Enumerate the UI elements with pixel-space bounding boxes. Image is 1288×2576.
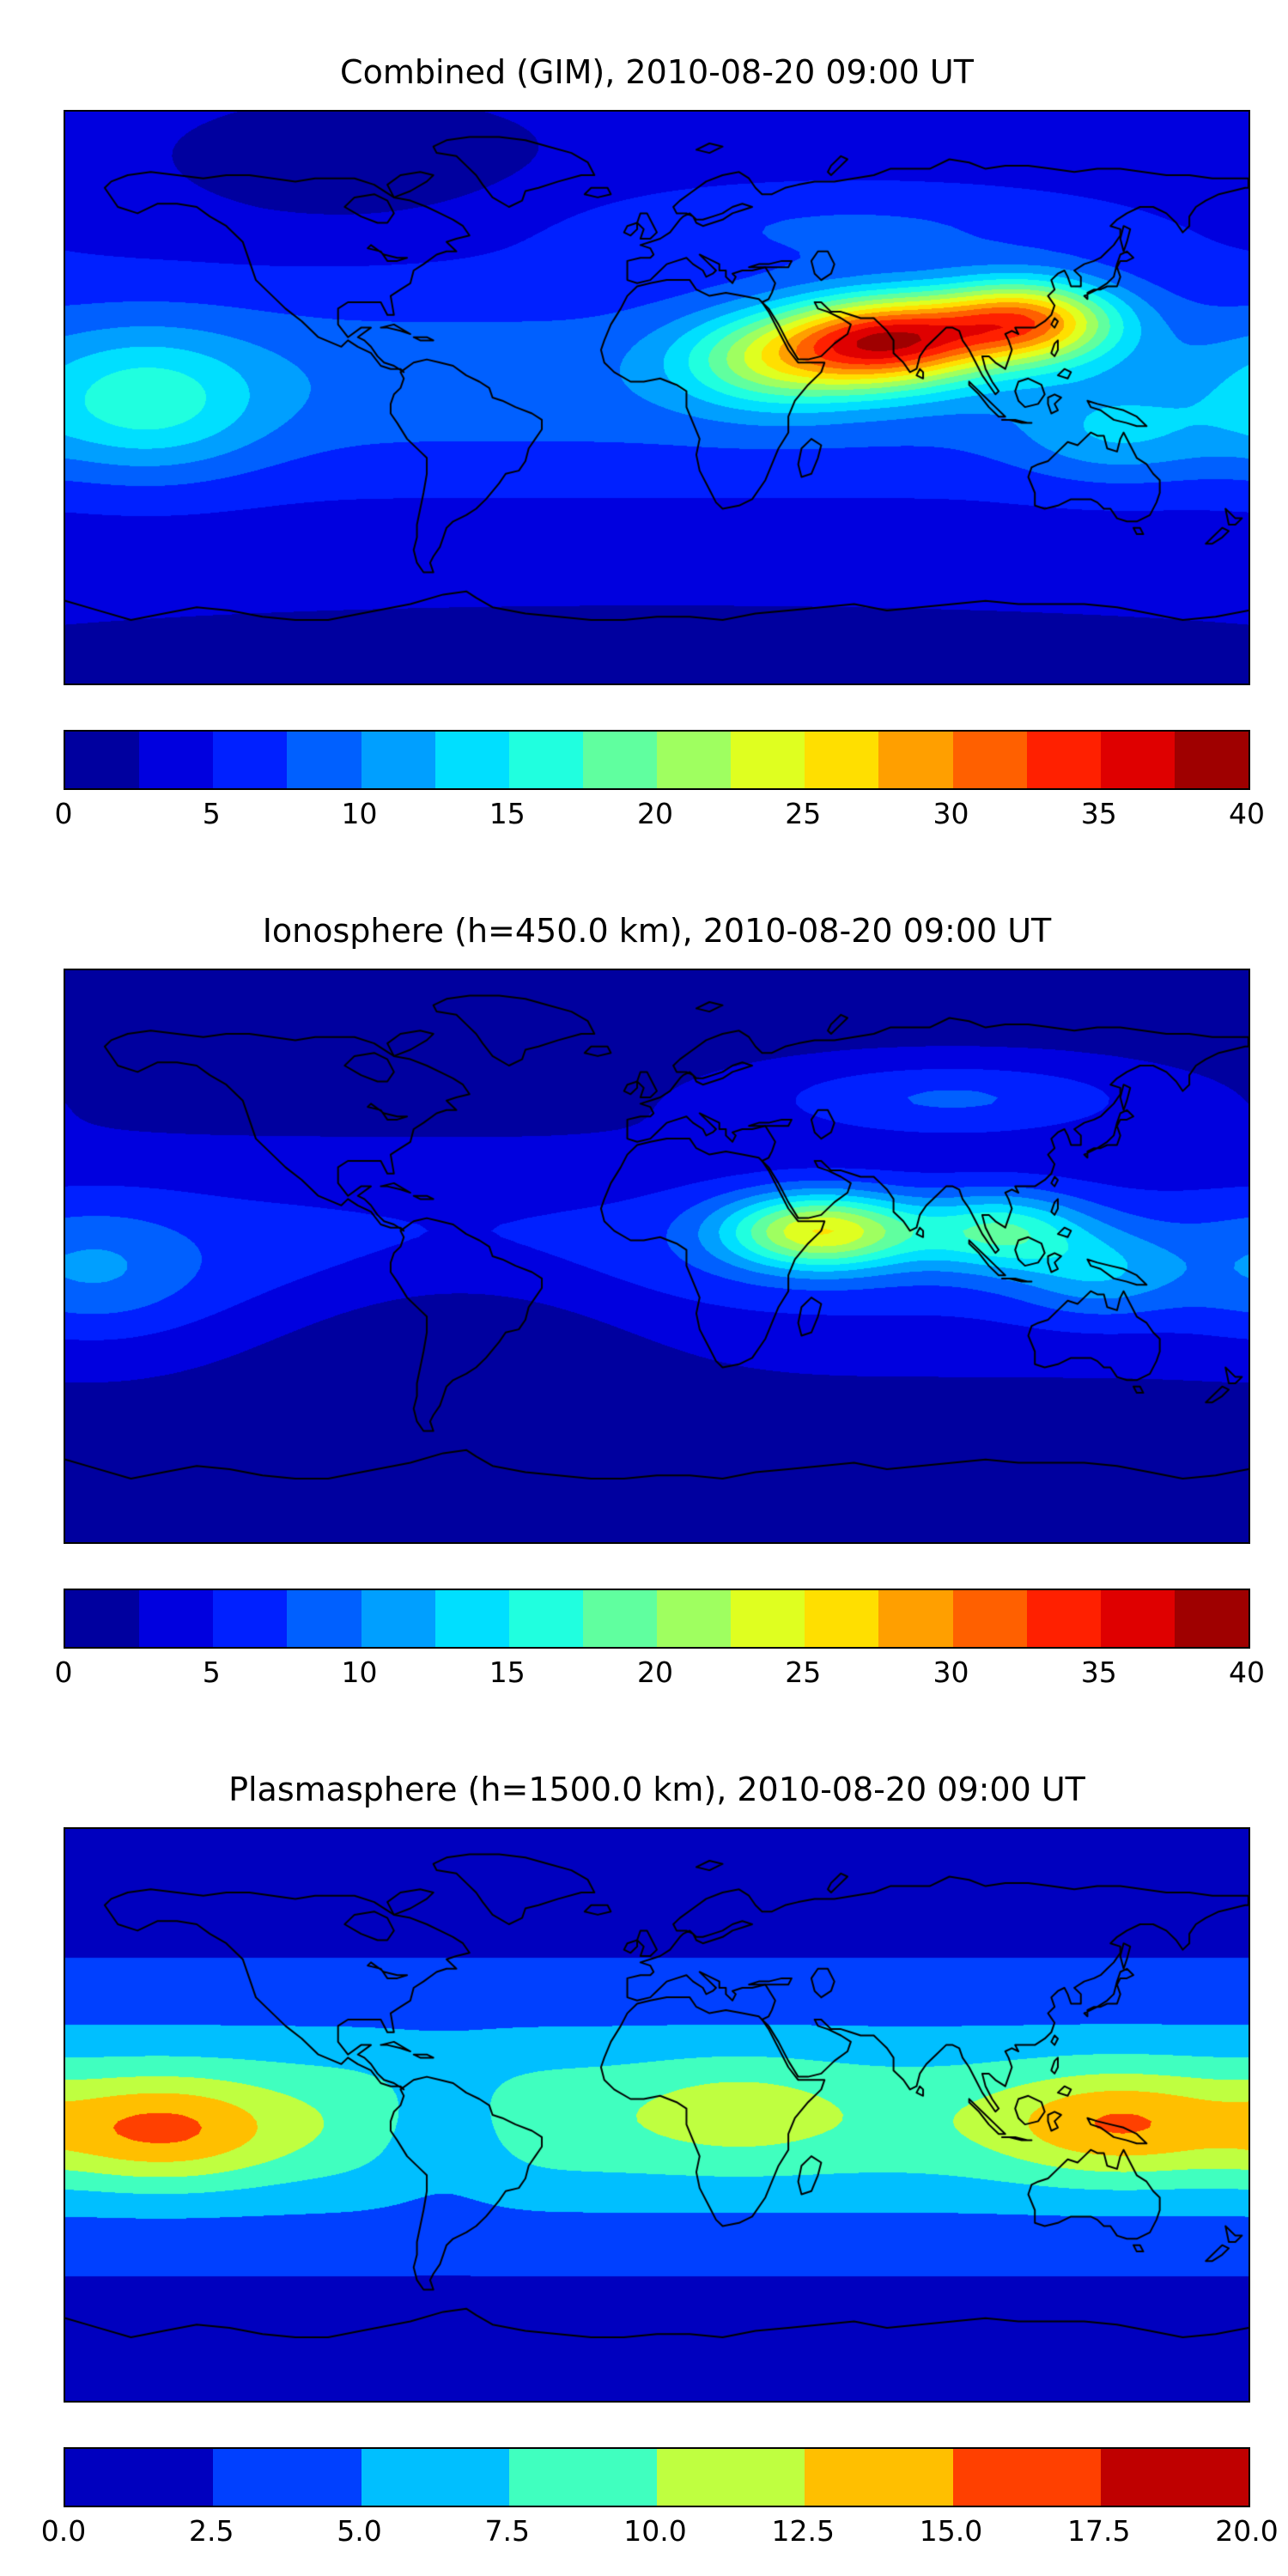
subplot-ionosphere: Ionosphere (h=450.0 km), 2010-08-20 09:0… — [0, 859, 1288, 1717]
subplot-title: Ionosphere (h=450.0 km), 2010-08-20 09:0… — [262, 912, 1052, 950]
colorbar-tick-label: 0 — [54, 797, 73, 830]
map-plasmasphere — [64, 1827, 1250, 2403]
colorbar-segment — [213, 1590, 288, 1647]
colorbar-segment — [1100, 732, 1175, 788]
colorbar-tick-labels: 0 5 10 15 20 25 30 35 40 — [55, 1656, 1266, 1693]
colorbar-segment — [361, 1590, 435, 1647]
colorbar-tick-label: 5 — [202, 797, 221, 830]
colorbar-tick-label: 30 — [933, 797, 969, 830]
colorbar-tick-label: 0 — [54, 1656, 73, 1689]
colorbar-segment — [582, 732, 657, 788]
colorbar-segment — [952, 2449, 1101, 2506]
colorbar-tick-label: 40 — [1229, 797, 1265, 830]
colorbar-segment — [1100, 2449, 1249, 2506]
colorbar-segment — [731, 1590, 805, 1647]
colorbar-tick-label: 0.0 — [40, 2514, 87, 2548]
subplot-title: Plasmasphere (h=1500.0 km), 2010-08-20 0… — [228, 1771, 1085, 1808]
colorbar — [64, 730, 1250, 790]
colorbar-tick-label: 17.5 — [1067, 2514, 1131, 2548]
colorbar-tick-label: 20 — [637, 797, 673, 830]
subplot-plasmasphere: Plasmasphere (h=1500.0 km), 2010-08-20 0… — [0, 1717, 1288, 2576]
colorbar-segment — [952, 732, 1027, 788]
colorbar-segment — [65, 732, 140, 788]
map-combined-gim — [64, 110, 1250, 685]
colorbar-segment — [878, 732, 953, 788]
colorbar-segment — [287, 732, 361, 788]
colorbar-tick-label: 10.0 — [623, 2514, 687, 2548]
colorbar-tick-label: 7.5 — [484, 2514, 530, 2548]
map-ionosphere — [64, 969, 1250, 1544]
colorbar-tick-label: 5.0 — [337, 2514, 382, 2548]
colorbar-tick-label: 20.0 — [1215, 2514, 1279, 2548]
colorbar-segment — [1174, 1590, 1249, 1647]
colorbar-segment — [287, 1590, 361, 1647]
colorbar-tick-label: 2.5 — [189, 2514, 234, 2548]
colorbar-segment — [731, 732, 805, 788]
colorbar-tick-label: 10 — [341, 797, 378, 830]
tec-map-canvas — [65, 1829, 1249, 2401]
colorbar-segment — [508, 732, 583, 788]
colorbar-tick-label: 15.0 — [919, 2514, 983, 2548]
subplot-title: Combined (GIM), 2010-08-20 09:00 UT — [340, 53, 974, 91]
colorbar-tick-label: 30 — [933, 1656, 969, 1689]
colorbar-segment — [878, 1590, 953, 1647]
colorbar-tick-label: 25 — [785, 1656, 822, 1689]
colorbar-segment — [508, 1590, 583, 1647]
colorbar-tick-label: 15 — [489, 797, 526, 830]
colorbar-segment — [139, 1590, 214, 1647]
colorbar-segment — [434, 732, 509, 788]
colorbar-tick-label: 10 — [341, 1656, 378, 1689]
colorbar-tick-label: 15 — [489, 1656, 526, 1689]
colorbar-tick-labels: 0 5 10 15 20 25 30 35 40 — [55, 797, 1266, 835]
colorbar-segment — [213, 732, 288, 788]
colorbar-segment — [213, 2449, 361, 2506]
colorbar-segment — [1026, 1590, 1101, 1647]
colorbar-tick-labels: 0.0 2.5 5.0 7.5 10.0 12.5 15.0 17.5 20.0 — [41, 2514, 1279, 2552]
colorbar-tick-label: 40 — [1229, 1656, 1265, 1689]
colorbar-segment — [582, 1590, 657, 1647]
colorbar-segment — [805, 1590, 879, 1647]
colorbar-segment — [1174, 732, 1249, 788]
colorbar-segment — [361, 732, 435, 788]
colorbar-segment — [508, 2449, 657, 2506]
colorbar-segment — [657, 732, 732, 788]
colorbar-segment — [657, 1590, 732, 1647]
colorbar — [64, 2447, 1250, 2507]
colorbar-segment — [805, 2449, 953, 2506]
colorbar-tick-label: 12.5 — [771, 2514, 835, 2548]
colorbar-segment — [434, 1590, 509, 1647]
tec-map-canvas — [65, 970, 1249, 1542]
colorbar-segment — [361, 2449, 509, 2506]
colorbar-segment — [139, 732, 214, 788]
colorbar-segment — [952, 1590, 1027, 1647]
colorbar-tick-label: 35 — [1080, 797, 1117, 830]
colorbar-tick-label: 25 — [785, 797, 822, 830]
subplot-combined-gim: Combined (GIM), 2010-08-20 09:00 UT 0 5 10… — [0, 0, 1288, 859]
colorbar-segment — [805, 732, 879, 788]
colorbar-tick-label: 35 — [1080, 1656, 1117, 1689]
colorbar-segment — [1100, 1590, 1175, 1647]
colorbar-segment — [65, 2449, 214, 2506]
colorbar-tick-label: 20 — [637, 1656, 673, 1689]
tec-map-canvas — [65, 112, 1249, 683]
colorbar-tick-label: 5 — [202, 1656, 221, 1689]
colorbar-segment — [1026, 732, 1101, 788]
colorbar-segment — [65, 1590, 140, 1647]
colorbar-segment — [657, 2449, 805, 2506]
colorbar — [64, 1589, 1250, 1649]
